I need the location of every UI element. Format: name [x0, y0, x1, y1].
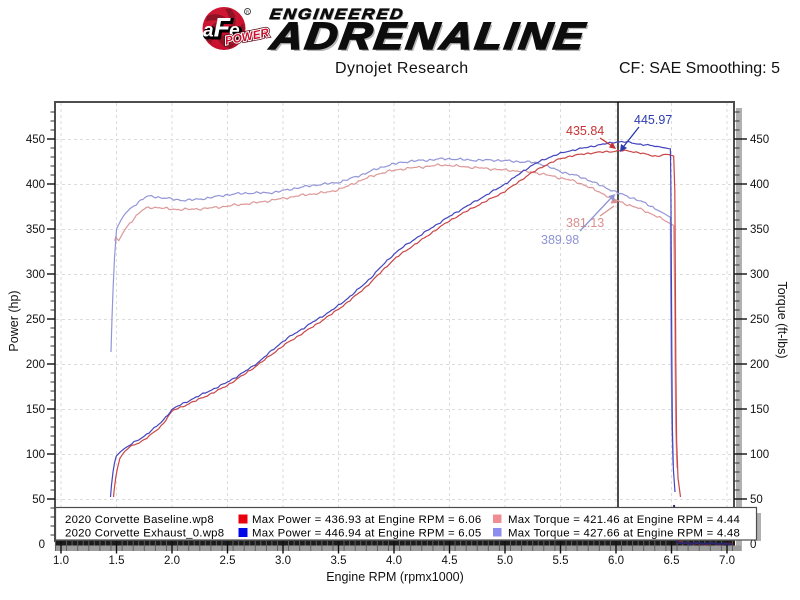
svg-text:3.5: 3.5	[331, 555, 347, 567]
svg-text:250: 250	[750, 314, 769, 326]
svg-text:2.0: 2.0	[164, 555, 180, 567]
svg-text:Engine RPM (rpmx1000): Engine RPM (rpmx1000)	[326, 570, 464, 584]
svg-text:4.0: 4.0	[386, 555, 402, 567]
svg-text:200: 200	[750, 359, 769, 371]
svg-text:aFe: aFe	[205, 14, 242, 44]
svg-text:Torque (ft-lbs): Torque (ft-lbs)	[775, 281, 789, 358]
svg-text:0: 0	[39, 539, 45, 551]
svg-text:1.0: 1.0	[53, 555, 69, 567]
svg-text:2020 Corvette Exhaust_0.wp8: 2020 Corvette Exhaust_0.wp8	[65, 528, 224, 540]
svg-text:6.5: 6.5	[664, 555, 680, 567]
svg-text:Power (hp): Power (hp)	[7, 290, 21, 351]
svg-text:350: 350	[750, 224, 769, 236]
svg-text:300: 300	[750, 269, 769, 281]
svg-text:450: 450	[750, 134, 769, 146]
svg-text:2020 Corvette Baseline.wp8: 2020 Corvette Baseline.wp8	[65, 514, 214, 526]
svg-text:435.84: 435.84	[566, 124, 604, 138]
svg-text:Max Power = 436.93 at Engine R: Max Power = 436.93 at Engine RPM = 6.06	[252, 514, 481, 526]
svg-text:450: 450	[26, 134, 45, 146]
svg-text:350: 350	[26, 224, 45, 236]
svg-text:R: R	[246, 10, 249, 15]
svg-text:200: 200	[26, 359, 45, 371]
svg-text:50: 50	[750, 494, 763, 506]
svg-text:Max Torque = 427.66 at Engine: Max Torque = 427.66 at Engine RPM = 4.48	[508, 528, 740, 540]
svg-text:0: 0	[750, 539, 756, 551]
svg-text:Max Power = 446.94 at Engine R: Max Power = 446.94 at Engine RPM = 6.05	[252, 528, 481, 540]
svg-text:381.13: 381.13	[566, 216, 604, 230]
svg-text:445.97: 445.97	[634, 113, 672, 127]
svg-text:389.98: 389.98	[541, 233, 579, 247]
svg-text:4.5: 4.5	[442, 555, 458, 567]
svg-text:400: 400	[750, 179, 769, 191]
svg-text:100: 100	[26, 449, 45, 461]
svg-text:2.5: 2.5	[220, 555, 236, 567]
svg-text:150: 150	[750, 404, 769, 416]
svg-text:Max Torque = 421.46 at Engine: Max Torque = 421.46 at Engine RPM = 4.44	[508, 514, 740, 526]
svg-text:1.5: 1.5	[109, 555, 125, 567]
svg-text:250: 250	[26, 314, 45, 326]
svg-text:300: 300	[26, 269, 45, 281]
svg-text:50: 50	[32, 494, 45, 506]
svg-text:100: 100	[750, 449, 769, 461]
svg-text:3.0: 3.0	[275, 555, 291, 567]
svg-text:6.0: 6.0	[608, 555, 624, 567]
svg-text:150: 150	[26, 404, 45, 416]
svg-text:7.0: 7.0	[719, 555, 735, 567]
svg-text:5.0: 5.0	[497, 555, 513, 567]
svg-text:400: 400	[26, 179, 45, 191]
svg-text:5.5: 5.5	[553, 555, 569, 567]
